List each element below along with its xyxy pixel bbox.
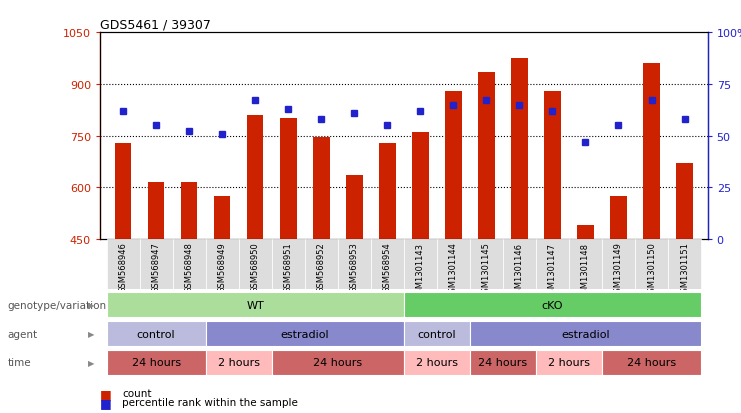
Bar [206,350,272,375]
Bar [247,116,264,240]
Bar [107,292,404,318]
Bar [206,321,404,347]
Text: GSM1301150: GSM1301150 [647,242,656,298]
Text: GSM1301143: GSM1301143 [416,242,425,298]
Text: GSM568949: GSM568949 [218,242,227,293]
Text: GSM1301147: GSM1301147 [548,242,557,298]
Bar [536,350,602,375]
Text: 24 hours: 24 hours [627,358,676,368]
Text: GSM568954: GSM568954 [383,242,392,293]
Text: GSM568952: GSM568952 [317,242,326,293]
Text: GSM1301148: GSM1301148 [581,242,590,298]
Bar [280,119,296,240]
Text: count: count [122,388,152,398]
Text: estradiol: estradiol [280,329,329,339]
Bar [107,321,206,347]
Bar [536,240,569,289]
Bar [544,92,561,240]
Text: GSM568951: GSM568951 [284,242,293,293]
Text: GSM568947: GSM568947 [152,242,161,293]
Bar [470,240,503,289]
Bar [404,321,470,347]
Bar [412,133,428,240]
Bar [404,292,701,318]
Text: GSM568946: GSM568946 [119,242,127,293]
Bar [115,143,131,240]
Text: 24 hours: 24 hours [132,358,181,368]
Bar [478,73,495,240]
Text: ■: ■ [100,396,112,409]
Bar [643,64,659,240]
Bar [511,59,528,240]
Text: 2 hours: 2 hours [416,358,458,368]
Bar [379,143,396,240]
Bar [239,240,272,289]
Bar [139,240,173,289]
Text: genotype/variation: genotype/variation [7,300,107,310]
Bar [206,240,239,289]
Text: time: time [7,358,31,368]
Text: ■: ■ [100,387,112,400]
Text: WT: WT [246,300,264,310]
Bar [602,350,701,375]
Bar [635,240,668,289]
Text: ▶: ▶ [88,358,95,367]
Bar [148,183,165,240]
Text: GSM1301144: GSM1301144 [449,242,458,298]
Bar [668,240,701,289]
Text: 24 hours: 24 hours [313,358,362,368]
Text: GSM568953: GSM568953 [350,242,359,293]
Text: agent: agent [7,329,38,339]
Text: 2 hours: 2 hours [548,358,590,368]
Text: ▶: ▶ [88,329,95,338]
Bar [338,240,370,289]
Text: control: control [137,329,176,339]
Bar [214,197,230,240]
Bar [173,240,206,289]
Bar [305,240,338,289]
Bar [677,164,693,240]
Bar [313,138,330,240]
Bar [181,183,197,240]
Bar [470,321,701,347]
Text: percentile rank within the sample: percentile rank within the sample [122,397,298,407]
Text: control: control [418,329,456,339]
Text: GSM1301151: GSM1301151 [680,242,689,298]
Text: GSM1301146: GSM1301146 [515,242,524,298]
Text: GDS5461 / 39307: GDS5461 / 39307 [100,19,211,32]
Text: 24 hours: 24 hours [479,358,528,368]
Bar [470,350,536,375]
Bar [503,240,536,289]
Bar [272,240,305,289]
Text: cKO: cKO [542,300,563,310]
Bar [107,240,139,289]
Text: GSM1301149: GSM1301149 [614,242,623,298]
Text: GSM568950: GSM568950 [250,242,260,293]
Bar [370,240,404,289]
Bar [445,92,462,240]
Bar [346,176,362,240]
Bar [404,240,437,289]
Bar [107,350,206,375]
Bar [404,350,470,375]
Bar [569,240,602,289]
Bar [577,226,594,240]
Bar [611,197,627,240]
Text: GSM568948: GSM568948 [185,242,193,293]
Text: ▶: ▶ [88,300,95,309]
Text: 2 hours: 2 hours [218,358,260,368]
Text: estradiol: estradiol [561,329,610,339]
Text: GSM1301145: GSM1301145 [482,242,491,298]
Bar [602,240,635,289]
Bar [272,350,404,375]
Bar [437,240,470,289]
